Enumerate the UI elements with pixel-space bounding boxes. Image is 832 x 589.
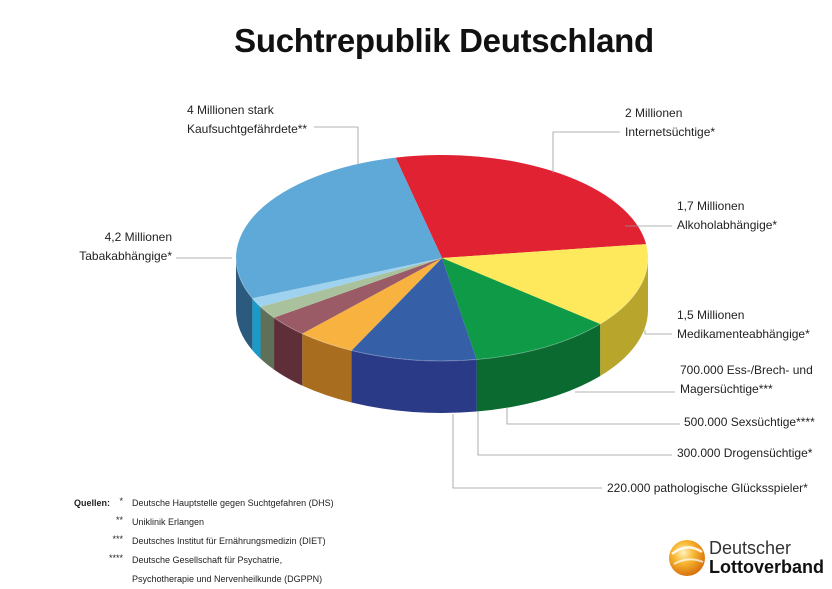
logo-ball-icon [669, 540, 705, 576]
sources-heading: Quellen: [74, 498, 111, 508]
slice-label-5: 500.000 Sexsüchtige**** [684, 415, 815, 429]
pie-side-6 [260, 306, 275, 370]
slice-labels: 4 Millionen stark Kaufsuchtgefährdete** 2 … [79, 103, 815, 495]
leader-line-5 [506, 408, 680, 425]
leader-line-6 [477, 411, 672, 456]
source-mark: **** [108, 553, 123, 563]
slice-label-3: 1,5 Millionen Medikamenteabhängige* [677, 308, 810, 341]
pie-side-4 [302, 333, 352, 403]
leader-line-1 [552, 131, 620, 173]
lottoverband-logo: Deutscher Lottoverband [666, 532, 832, 580]
leader-line-3 [644, 330, 672, 335]
source-mark: ** [115, 515, 123, 525]
pie-side-3 [351, 350, 477, 414]
source-text: Deutsche Hauptstelle gegen Suchtgefahren… [132, 498, 334, 508]
pie-side-7 [252, 298, 261, 359]
leader-lines [176, 126, 680, 489]
pie-slice-5 [274, 258, 442, 334]
slice-label-8: 4,2 Millionen Tabakabhängige* [79, 230, 172, 263]
source-mark: * [119, 496, 123, 506]
slice-label-1: 2 Millionen Internetsüchtige* [625, 106, 715, 139]
pie-slice-4 [302, 258, 442, 351]
pie-rim [235, 257, 649, 362]
pie-slice-8 [236, 157, 442, 299]
source-text: Psychotherapie und Nervenheilkunde (DGPP… [132, 574, 323, 584]
pie-slice-3 [351, 258, 477, 361]
pie-sides [236, 258, 648, 414]
slice-label-2: 1,7 Millionen Alkoholabhängige* [677, 199, 777, 232]
slice-label-7: 220.000 pathologische Glücksspieler* [607, 481, 808, 495]
source-mark: *** [112, 534, 123, 544]
logo-line1: Deutscher [709, 538, 792, 558]
slice-label-0: 4 Millionen stark Kaufsuchtgefährdete** [187, 103, 307, 136]
slice-label-4: 700.000 Ess-/Brech- und Magersüchtige*** [680, 363, 813, 396]
pie-side-8 [236, 258, 253, 351]
pie-side-5 [274, 317, 303, 386]
source-text: Uniklinik Erlangen [132, 517, 205, 527]
pie-slice-7 [252, 258, 442, 307]
pie-slice-2 [442, 258, 601, 360]
pie-side-2 [476, 324, 601, 412]
leader-line-7 [452, 414, 602, 489]
pie-slice-1 [442, 244, 648, 325]
logo-line2: Lottoverband [709, 557, 824, 577]
source-text: Deutsches Institut für Ernährungsmedizin… [132, 536, 326, 546]
source-text: Deutsche Gesellschaft für Psychatrie, [132, 555, 283, 565]
pie-side-1 [600, 258, 648, 377]
chart-title: Suchtrepublik Deutschland [234, 22, 654, 59]
pie-tops [235, 155, 649, 362]
pie-slice-0 [395, 155, 647, 258]
slice-label-6: 300.000 Drogensüchtige* [677, 446, 813, 460]
pie-slice-6 [260, 258, 442, 318]
leader-line-0 [314, 126, 359, 164]
